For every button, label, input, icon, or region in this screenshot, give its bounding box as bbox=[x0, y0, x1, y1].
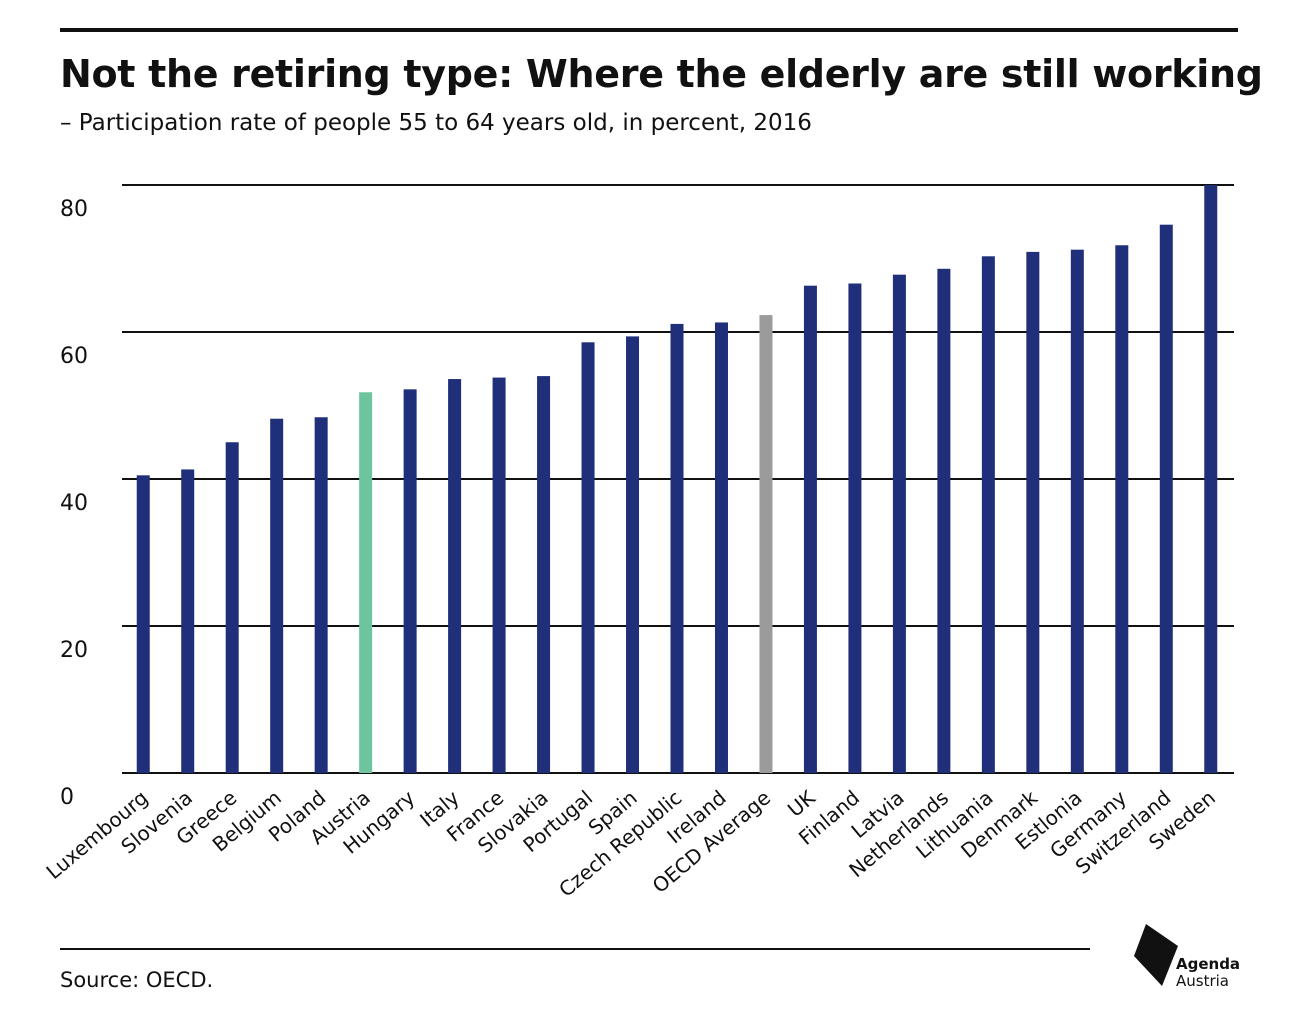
bar bbox=[225, 442, 239, 773]
bar bbox=[492, 377, 506, 773]
bar bbox=[403, 389, 417, 773]
bar bbox=[1070, 249, 1084, 773]
bar bbox=[314, 417, 328, 773]
bar bbox=[670, 323, 684, 773]
logo-line-2: Austria bbox=[1176, 972, 1229, 990]
bar bbox=[537, 376, 551, 773]
bar bbox=[1159, 224, 1173, 773]
bar bbox=[448, 379, 462, 773]
y-tick-label: 80 bbox=[60, 197, 88, 222]
agenda-austria-logo-icon bbox=[1134, 924, 1178, 986]
bar bbox=[892, 274, 906, 773]
bar bbox=[714, 322, 728, 773]
bar bbox=[626, 336, 640, 773]
source-note: Source: OECD. bbox=[60, 968, 214, 992]
y-tick-label: 0 bbox=[60, 785, 74, 810]
bar bbox=[803, 285, 817, 773]
bar bbox=[1204, 185, 1218, 773]
bar bbox=[937, 268, 951, 773]
chart-title: Not the retiring type: Where the elderly… bbox=[60, 52, 1263, 96]
y-tick-label: 60 bbox=[60, 344, 88, 369]
bar bbox=[136, 475, 150, 773]
bar bbox=[848, 283, 862, 773]
y-tick-label: 40 bbox=[60, 491, 88, 516]
bar bbox=[270, 418, 284, 773]
logo-line-1: Agenda bbox=[1176, 955, 1241, 973]
bar bbox=[981, 256, 995, 773]
y-tick-label: 20 bbox=[60, 638, 88, 663]
bar bbox=[1026, 251, 1040, 773]
bar bbox=[1115, 245, 1129, 773]
logo-text: Agenda Austria bbox=[1176, 956, 1240, 990]
bar bbox=[581, 342, 595, 773]
bar bbox=[359, 392, 373, 773]
bar bbox=[759, 315, 773, 773]
bottom-rule bbox=[60, 948, 1090, 950]
chart-subtitle: – Participation rate of people 55 to 64 … bbox=[60, 110, 812, 136]
y-axis-ticks: 0 20 40 60 80 bbox=[60, 197, 88, 810]
bars bbox=[136, 185, 1218, 773]
bar-chart: 0 20 40 60 80 LuxembourgSloveniaGreeceBelgiu… bbox=[42, 184, 1234, 902]
x-axis-ticks: LuxembourgSloveniaGreeceBelgiumPolandAus… bbox=[42, 785, 1220, 902]
top-rule bbox=[60, 28, 1238, 32]
bar bbox=[181, 469, 195, 773]
